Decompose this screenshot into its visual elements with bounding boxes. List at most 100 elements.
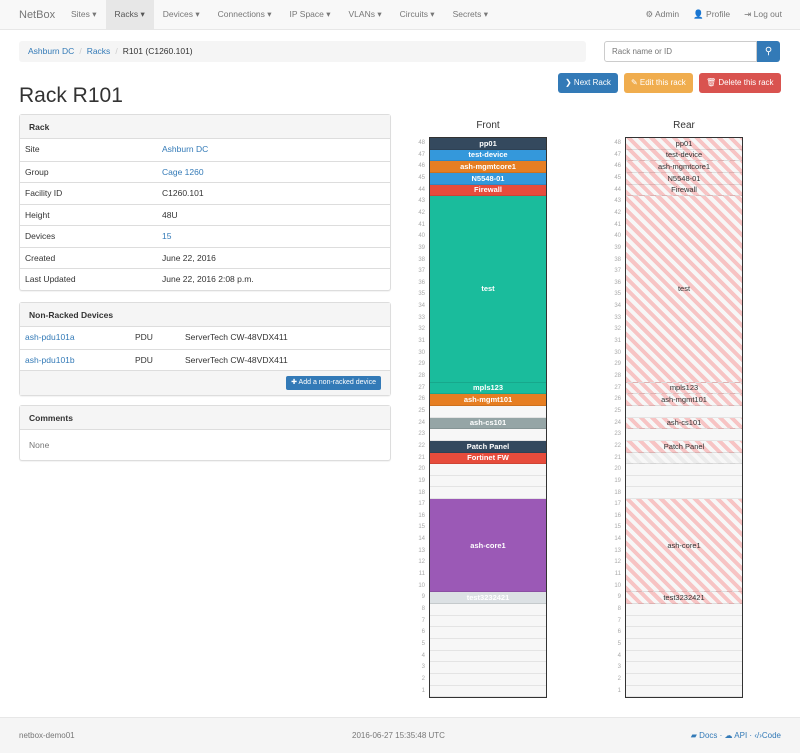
- rack-device-rear[interactable]: pp01: [626, 138, 742, 150]
- rack-device-front[interactable]: Fortinet FW: [430, 452, 546, 465]
- rack-unit[interactable]: [626, 406, 742, 418]
- next-rack-button[interactable]: ❯ Next Rack: [558, 73, 618, 93]
- rack-device-front[interactable]: ash-cs101: [430, 417, 546, 430]
- device-role: PDU: [135, 354, 153, 365]
- rack-unit[interactable]: [626, 674, 742, 686]
- nav-item[interactable]: VLANs ▾: [348, 9, 382, 19]
- unit-number: 5: [421, 640, 425, 647]
- rack-unit[interactable]: [430, 686, 546, 698]
- add-nonracked-button[interactable]: ✚ Add a non-racked device: [286, 376, 381, 390]
- rack-unit[interactable]: [626, 476, 742, 488]
- detail-value[interactable]: Cage 1260: [162, 166, 204, 177]
- rack-unit[interactable]: [626, 604, 742, 616]
- unit-number: 32: [614, 326, 621, 333]
- rack-device-front[interactable]: pp01: [430, 138, 546, 150]
- rack-device-front[interactable]: ash-mgmt101: [430, 394, 546, 406]
- breadcrumb-racks[interactable]: Racks: [86, 46, 111, 56]
- device-type: ServerTech CW-48VDX411: [185, 354, 288, 365]
- docs-link[interactable]: Docs: [699, 731, 718, 740]
- search-button[interactable]: ⚲: [757, 41, 780, 62]
- rack-unit[interactable]: [430, 488, 546, 500]
- rack-device-rear[interactable]: Firewall: [626, 184, 742, 197]
- rack-device-front[interactable]: test-device: [430, 149, 546, 162]
- admin-link[interactable]: ⚙ Admin: [645, 9, 680, 19]
- rack-device-rear[interactable]: [626, 452, 742, 465]
- rack-device-front[interactable]: ash-mgmtcore1: [430, 161, 546, 173]
- unit-number: 21: [614, 454, 621, 461]
- rack-device-rear[interactable]: test3232421: [626, 592, 742, 604]
- rack-device-front[interactable]: mpls123: [430, 382, 546, 395]
- rack-device-rear[interactable]: ash-mgmt101: [626, 394, 742, 406]
- rack-unit[interactable]: [430, 616, 546, 628]
- rack-unit[interactable]: [626, 662, 742, 674]
- unit-number: 47: [418, 151, 425, 158]
- unit-number: 48: [418, 140, 425, 146]
- api-link[interactable]: API: [734, 731, 748, 740]
- breadcrumb-site[interactable]: Ashburn DC: [28, 46, 75, 56]
- detail-value[interactable]: Ashburn DC: [162, 144, 209, 154]
- rack-device-rear[interactable]: ash-cs101: [626, 417, 742, 430]
- rack-unit[interactable]: [430, 627, 546, 639]
- rack-device-rear[interactable]: test-device: [626, 149, 742, 162]
- unit-number: 35: [418, 291, 425, 298]
- rack-unit[interactable]: [626, 627, 742, 639]
- rack-unit[interactable]: [626, 429, 742, 441]
- rack-device-rear[interactable]: test: [626, 196, 742, 383]
- rack-device-rear[interactable]: mpls123: [626, 382, 742, 395]
- code-link[interactable]: Code: [761, 731, 781, 740]
- nav-item[interactable]: Sites ▾: [71, 9, 97, 19]
- rack-detail-row: Group Cage 1260: [20, 160, 390, 183]
- rack-unit[interactable]: [430, 429, 546, 441]
- rack-unit[interactable]: [430, 639, 546, 651]
- delete-rack-button[interactable]: 🗑 Delete this rack: [699, 73, 781, 93]
- rack-unit[interactable]: [626, 686, 742, 698]
- nav-item[interactable]: Connections ▾: [217, 9, 272, 19]
- rack-panel-heading: Rack: [20, 115, 390, 139]
- unit-number: 26: [614, 396, 621, 403]
- rack-unit[interactable]: [430, 476, 546, 488]
- rack-device-rear[interactable]: ash-core1: [626, 499, 742, 593]
- rack-device-front[interactable]: N5548-01: [430, 172, 546, 185]
- nav-item[interactable]: Circuits ▾: [399, 9, 435, 19]
- unit-number: 17: [418, 501, 425, 508]
- nav-item[interactable]: Devices ▾: [162, 9, 200, 19]
- rack-unit[interactable]: [430, 674, 546, 686]
- rack-unit[interactable]: [430, 464, 546, 476]
- logout-link[interactable]: ⇥ Log out: [744, 9, 782, 19]
- footer-timestamp: 2016-06-27 15:35:48 UTC: [352, 731, 445, 740]
- device-link[interactable]: ash-pdu101b: [25, 354, 75, 365]
- unit-number: 28: [614, 373, 621, 379]
- rack-device-rear[interactable]: ash-mgmtcore1: [626, 161, 742, 173]
- rack-device-rear[interactable]: N5548-01: [626, 172, 742, 185]
- unit-number: 15: [614, 524, 621, 531]
- rack-device-front[interactable]: test3232421: [430, 592, 546, 604]
- rack-unit[interactable]: [626, 464, 742, 476]
- device-link[interactable]: ash-pdu101a: [25, 332, 75, 342]
- unit-number: 20: [614, 466, 621, 473]
- rack-unit[interactable]: [626, 639, 742, 651]
- detail-value[interactable]: 15: [162, 231, 172, 241]
- nav-item[interactable]: IP Space ▾: [289, 9, 331, 19]
- brand-logo[interactable]: NetBox: [19, 9, 56, 21]
- unit-number: 30: [418, 349, 425, 356]
- nav-item[interactable]: Racks ▾: [105, 0, 154, 29]
- rack-device-rear[interactable]: Patch Panel: [626, 440, 742, 453]
- rack-search-input[interactable]: [604, 41, 757, 62]
- rack-device-front[interactable]: Patch Panel: [430, 440, 546, 453]
- unit-number: 11: [418, 571, 425, 578]
- rack-unit[interactable]: [626, 651, 742, 663]
- rack-unit[interactable]: [430, 406, 546, 418]
- rack-device-front[interactable]: ash-core1: [430, 499, 546, 593]
- rack-unit[interactable]: [430, 662, 546, 674]
- rack-unit[interactable]: [430, 651, 546, 663]
- rack-device-front[interactable]: Firewall: [430, 184, 546, 197]
- unit-number: 25: [614, 407, 621, 414]
- rack-unit[interactable]: [626, 488, 742, 500]
- profile-link[interactable]: 👤 Profile: [693, 9, 731, 19]
- edit-rack-button[interactable]: ✎ Edit this rack: [624, 73, 693, 93]
- rack-unit[interactable]: [626, 616, 742, 628]
- front-label: Front: [476, 120, 500, 131]
- nav-item[interactable]: Secrets ▾: [452, 9, 489, 19]
- rack-unit[interactable]: [430, 604, 546, 616]
- rack-device-front[interactable]: test: [430, 196, 546, 383]
